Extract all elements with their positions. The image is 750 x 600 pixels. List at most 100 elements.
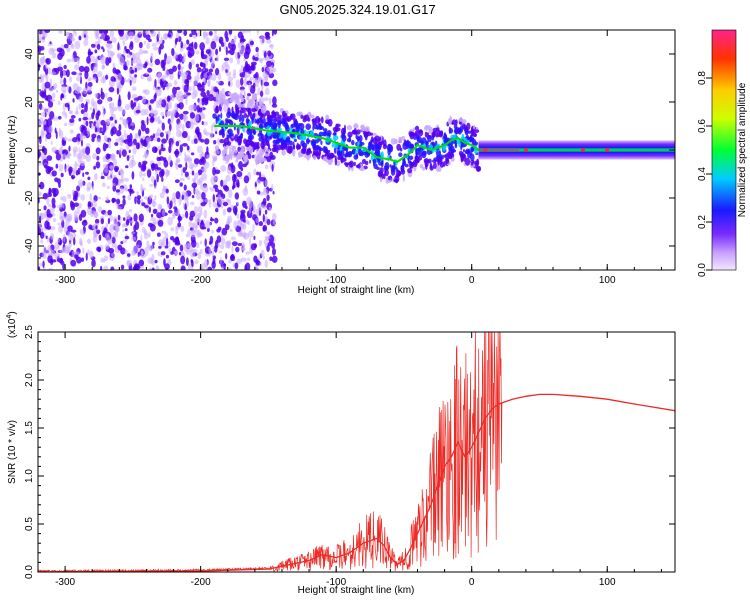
spectrogram-point — [257, 87, 261, 96]
spectrogram-point — [78, 35, 82, 41]
spectrogram-point — [154, 112, 158, 117]
spectrogram-point — [189, 33, 193, 38]
spectrogram-point — [176, 96, 183, 102]
snr-y-tick-label: 0.5 — [24, 517, 35, 531]
spectrogram-point — [204, 198, 210, 203]
spectrogram-point — [189, 112, 196, 119]
spectrogram-point — [310, 138, 317, 147]
snr-x-tick-label: -300 — [55, 577, 75, 588]
spectrogram-point — [235, 79, 241, 89]
spectrogram-point — [272, 190, 275, 195]
spectrogram-point — [264, 153, 270, 157]
spectrogram-point — [168, 68, 174, 75]
spectrogram-point — [246, 139, 250, 143]
spectrogram-point — [260, 249, 265, 257]
spectrogram-point — [264, 164, 269, 170]
spectrogram-point — [154, 78, 157, 88]
spectrogram-point — [248, 30, 251, 34]
spectrogram-point — [293, 118, 298, 123]
spectrogram-point — [454, 126, 460, 135]
spectrogram-point — [265, 73, 268, 82]
spectrogram-point — [313, 154, 317, 161]
spectrogram-point — [111, 236, 116, 244]
spectrogram-point — [266, 244, 270, 252]
spectrogram-point — [270, 64, 274, 74]
spectrogram-point — [235, 246, 240, 253]
spectrogram-point — [216, 228, 221, 233]
spectrogram-point — [137, 142, 140, 149]
spectrogram-point — [86, 56, 91, 64]
spectrogram-point — [79, 160, 86, 166]
spectrogram-point — [140, 234, 143, 244]
spectrogram-point — [407, 168, 413, 174]
spectrogram-point — [216, 235, 222, 243]
spectrogram-point — [238, 152, 244, 159]
spectrogram-point — [212, 166, 216, 176]
spectrogram-point — [197, 82, 202, 91]
spectrogram-point — [334, 157, 338, 166]
spectrogram-point — [463, 137, 468, 142]
spectrogram-point — [92, 235, 98, 243]
spectrogram-point — [164, 130, 170, 135]
spectrogram-point — [297, 151, 302, 158]
spectrogram-point — [120, 264, 125, 270]
spectrogram-point — [240, 64, 244, 71]
spectrogram-point — [275, 146, 279, 154]
spectrogram-point — [174, 43, 177, 49]
spectrogram-point — [73, 237, 76, 246]
spectrogram-point — [165, 237, 169, 247]
spectrogram-point — [179, 144, 183, 153]
spectrogram-point — [96, 138, 102, 143]
spectrogram-point — [164, 70, 170, 78]
spectrogram-point — [199, 240, 203, 245]
spectrogram-point — [236, 213, 240, 219]
spectrogram-point — [55, 130, 58, 139]
spectrogram-point — [200, 61, 203, 67]
colorbar-tick-label: 0.6 — [697, 119, 708, 133]
spectrogram-point — [182, 202, 185, 209]
spectrogram-point — [209, 131, 214, 139]
spectrogram-point — [106, 185, 110, 189]
spectrogram-point — [52, 217, 57, 223]
spectrogram-point — [180, 225, 185, 232]
spectrogram-point — [141, 202, 146, 207]
spectrogram-point — [134, 74, 138, 78]
spectrogram-point — [176, 37, 179, 43]
spectrogram-point — [264, 259, 268, 269]
spectrogram-point — [189, 210, 196, 218]
spectrogram-point — [225, 46, 228, 56]
spectrogram-point — [166, 95, 171, 103]
spectrogram-point — [117, 105, 123, 112]
spectrogram-point — [149, 183, 154, 187]
spectrogram-point — [96, 155, 100, 161]
spectrogram-point — [265, 39, 272, 44]
spectrogram-point — [143, 89, 150, 96]
spectrogram-point — [374, 148, 380, 155]
spectrogram-point — [131, 236, 137, 241]
spectrogram-point — [268, 206, 272, 212]
spectrogram-point — [107, 97, 112, 103]
spectrogram-point — [227, 50, 231, 54]
spectrogram-point — [268, 72, 275, 79]
spectrogram-point — [146, 42, 150, 50]
spectrogram-point — [263, 97, 269, 102]
spectrogram-point — [234, 51, 239, 60]
spectrogram-point — [191, 30, 197, 36]
spectrogram-point — [232, 69, 237, 76]
spectrogram-point — [266, 218, 271, 226]
spectrogram-point — [202, 30, 206, 40]
spectrogram-point — [149, 62, 154, 67]
spectrogram-point — [142, 96, 146, 104]
spectrogram-point — [57, 238, 61, 243]
spectrogram-point — [213, 30, 217, 35]
spectrogram-point — [298, 123, 305, 131]
spectrogram-point — [170, 142, 173, 149]
spectrogram-point — [207, 93, 214, 102]
spectrogram-point — [110, 153, 115, 161]
spectrogram-point — [104, 244, 110, 250]
spectrogram-point — [156, 173, 159, 183]
spectrogram-point — [122, 228, 125, 233]
spectrogram-point — [150, 213, 154, 218]
colorbar-tick-label: 0.8 — [697, 71, 708, 85]
spectrogram-point — [296, 111, 302, 117]
